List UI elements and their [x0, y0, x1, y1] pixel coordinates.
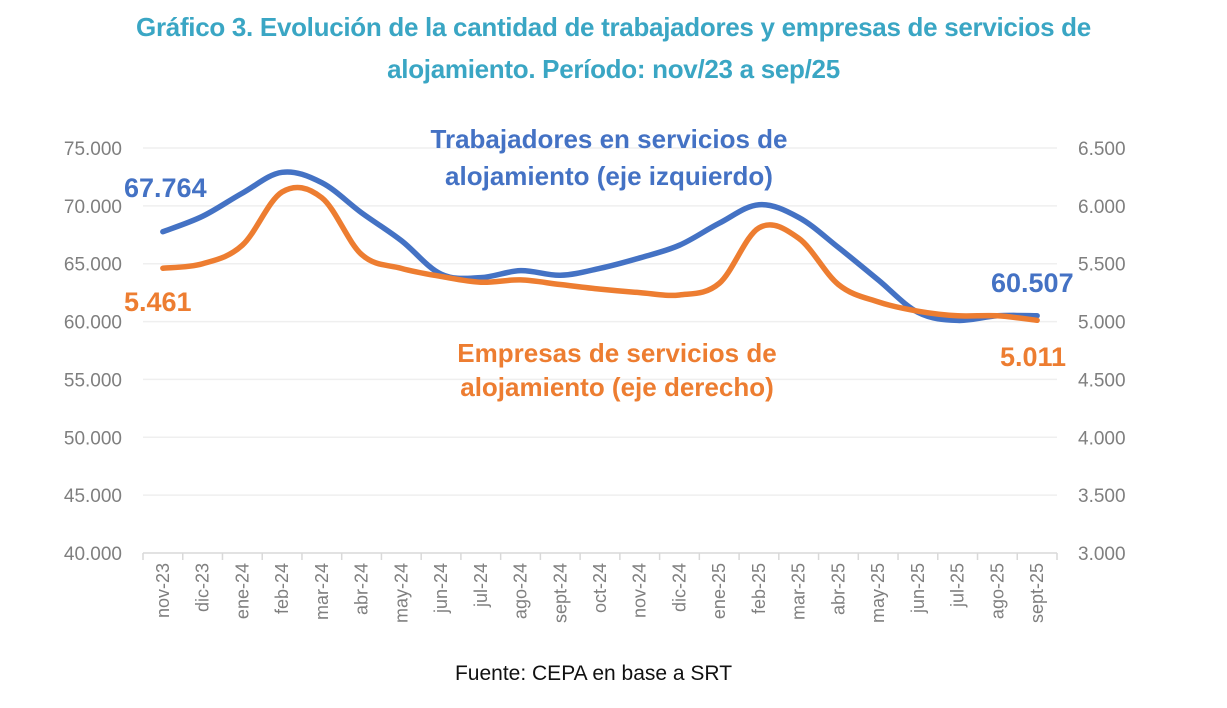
x-axis-tick-label: ago-24 — [511, 563, 531, 619]
left-axis-tick-label: 55.000 — [64, 370, 122, 391]
x-axis-tick-label: nov-23 — [153, 563, 173, 618]
x-axis-tick-label: oct-24 — [590, 563, 610, 613]
series-line-empresas — [160, 184, 1040, 324]
right-axis-tick-label: 5.000 — [1078, 313, 1126, 334]
right-axis-tick-label: 4.500 — [1078, 370, 1126, 391]
right-axis-tick-label: 3.500 — [1078, 486, 1126, 507]
x-axis-tick-label: jul-25 — [948, 563, 968, 608]
x-axis-tick-label: nov-24 — [630, 563, 650, 618]
x-axis: nov-23 dic-23 ene-24 feb-24 mar-24 abr-24 may-… — [142, 552, 1058, 623]
x-axis-tick-label: feb-24 — [272, 563, 292, 614]
data-label-trabajadores-first: 67.764 — [124, 173, 207, 203]
x-axis-tick-label: dic-24 — [669, 563, 689, 612]
data-label-empresas-last: 5.011 — [1000, 342, 1066, 372]
x-axis-tick-label: ene-25 — [709, 563, 729, 619]
series-label-empresas-line-2: alojamiento (eje derecho) — [460, 372, 774, 402]
x-axis-tick-label: ago-25 — [987, 563, 1007, 619]
x-axis-tick-label: ene-24 — [232, 563, 252, 619]
right-axis-tick-label: 6.500 — [1078, 139, 1126, 160]
left-axis-tick-label: 45.000 — [64, 486, 122, 507]
right-axis-tick-label: 6.000 — [1078, 197, 1126, 218]
left-axis-tick-label: 75.000 — [64, 139, 122, 160]
right-axis-tick-label: 4.000 — [1078, 428, 1126, 449]
right-axis-tick-label: 3.000 — [1078, 544, 1126, 565]
chart-title-line-2: alojamiento. Período: nov/23 a sep/25 — [387, 54, 840, 84]
x-axis-tick-label: may-25 — [868, 563, 888, 623]
series-label-trabajadores-line-1: Trabajadores en servicios de — [431, 124, 788, 154]
data-label-empresas-first: 5.461 — [124, 287, 192, 317]
right-axis-ticks: 3.000 3.500 4.000 4.500 5.000 5.500 6.000 6.500 — [1078, 139, 1126, 565]
data-label-trabajadores-last: 60.507 — [991, 268, 1074, 298]
x-axis-tick-label: feb-25 — [749, 563, 769, 614]
x-axis-tick-label: mar-25 — [789, 563, 809, 620]
series-line-trabajadores — [160, 169, 1040, 324]
x-axis-tick-label: jul-24 — [471, 563, 491, 608]
annotations: Trabajadores en servicios de alojamiento… — [124, 124, 1074, 402]
series-label-empresas-line-1: Empresas de servicios de — [457, 338, 776, 368]
gridlines — [143, 147, 1057, 496]
right-axis-tick-label: 5.500 — [1078, 255, 1126, 276]
x-axis-tick-label: abr-25 — [828, 563, 848, 615]
left-axis-tick-label: 50.000 — [64, 428, 122, 449]
left-axis-tick-label: 65.000 — [64, 255, 122, 276]
chart-title-line-1: Gráfico 3. Evolución de la cantidad de t… — [136, 12, 1091, 42]
series-label-trabajadores-line-2: alojamiento (eje izquierdo) — [445, 161, 773, 191]
x-axis-tick-label: dic-23 — [193, 563, 213, 612]
chart-title: Gráfico 3. Evolución de la cantidad de t… — [0, 6, 1227, 90]
x-axis-tick-label: may-24 — [391, 563, 411, 623]
x-axis-tick-label: sept-24 — [550, 563, 570, 623]
x-axis-tick-label: jun-25 — [908, 563, 928, 614]
x-axis-tick-label: mar-24 — [312, 563, 332, 620]
left-axis-tick-label: 70.000 — [64, 197, 122, 218]
left-axis-ticks: 40.000 45.000 50.000 55.000 60.000 65.000 70.0… — [64, 139, 122, 565]
left-axis-tick-label: 40.000 — [64, 544, 122, 565]
x-axis-tick-label: jun-24 — [431, 563, 451, 614]
x-axis-tick-label: abr-24 — [352, 563, 372, 615]
chart-source: Fuente: CEPA en base a SRT — [454, 662, 733, 685]
left-axis-tick-label: 60.000 — [64, 313, 122, 334]
x-axis-tick-label: sept-25 — [1027, 563, 1047, 623]
series-lines — [160, 169, 1040, 324]
